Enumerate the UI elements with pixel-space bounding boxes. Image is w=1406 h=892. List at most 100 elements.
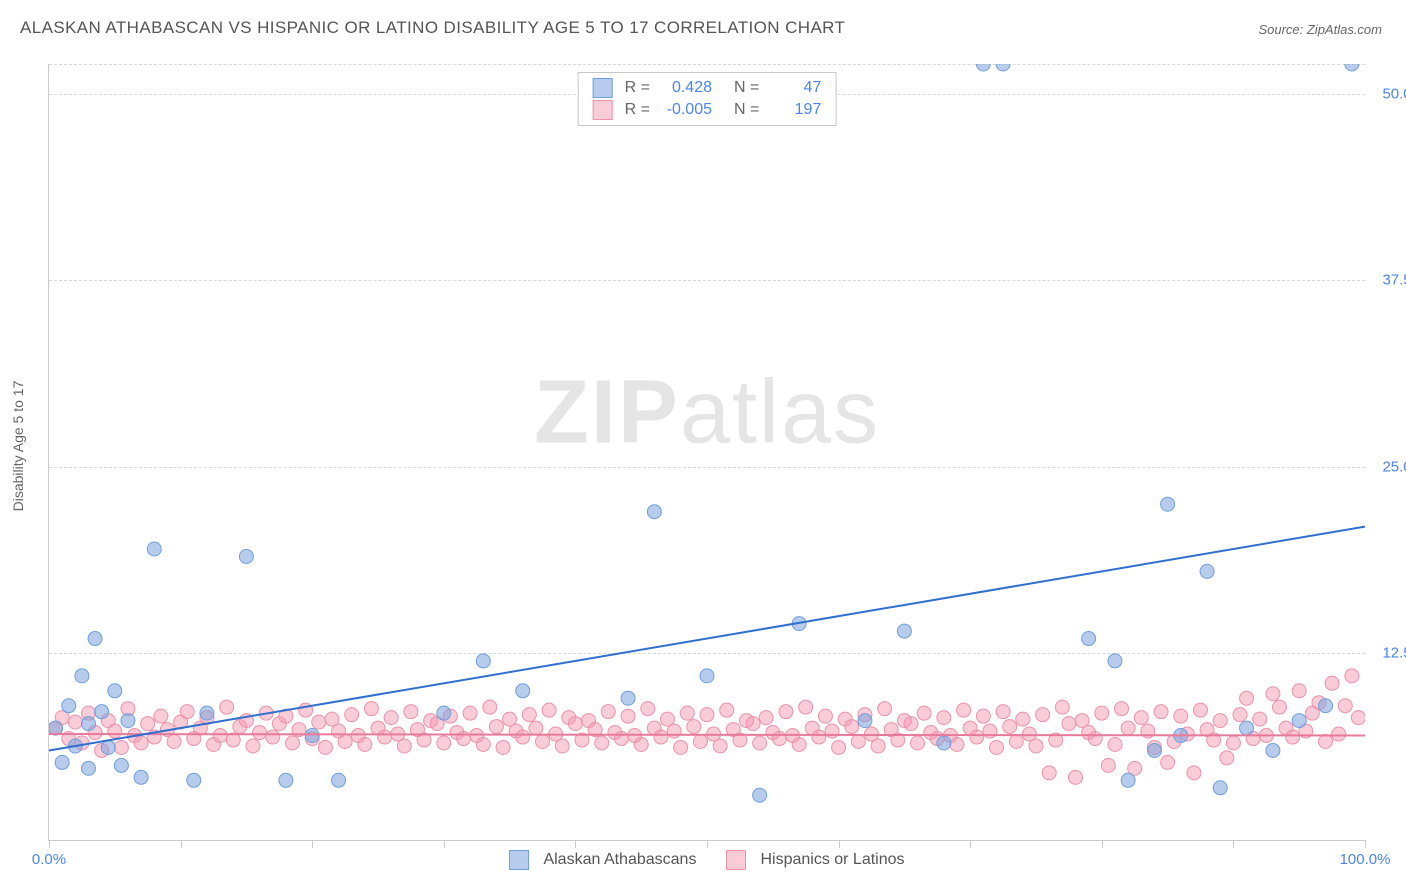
data-point	[154, 709, 168, 723]
data-point	[976, 709, 990, 723]
y-tick-label: 25.0%	[1369, 458, 1406, 475]
data-point	[746, 717, 760, 731]
data-point	[687, 720, 701, 734]
data-point	[1292, 684, 1306, 698]
data-point	[364, 702, 378, 716]
data-point	[279, 773, 293, 787]
data-point	[654, 730, 668, 744]
data-point	[937, 711, 951, 725]
data-point	[358, 737, 372, 751]
data-point	[1240, 691, 1254, 705]
x-tick	[839, 840, 840, 848]
data-point	[1174, 709, 1188, 723]
data-point	[496, 740, 510, 754]
data-point	[680, 706, 694, 720]
data-point	[121, 714, 135, 728]
x-tick-label: 100.0%	[1340, 851, 1391, 868]
correlation-row-0: R = 0.428 N = 47	[593, 77, 822, 99]
data-point	[1240, 721, 1254, 735]
data-point	[996, 64, 1010, 71]
data-point	[555, 739, 569, 753]
x-tick	[181, 840, 182, 848]
correlation-legend: R = 0.428 N = 47 R = -0.005 N = 197	[578, 72, 837, 126]
data-point	[397, 739, 411, 753]
data-point	[1233, 708, 1247, 722]
data-point	[799, 700, 813, 714]
data-point	[81, 717, 95, 731]
data-point	[542, 703, 556, 717]
data-point	[489, 720, 503, 734]
plot-area: ZIPatlas R = 0.428 N = 47 R = -0.005 N =…	[48, 64, 1365, 841]
data-point	[305, 729, 319, 743]
data-point	[950, 737, 964, 751]
data-point	[516, 684, 530, 698]
data-point	[1036, 708, 1050, 722]
data-point	[614, 732, 628, 746]
data-point	[384, 711, 398, 725]
data-point	[147, 542, 161, 556]
data-point	[213, 729, 227, 743]
data-point	[634, 737, 648, 751]
swatch-hispanic	[593, 100, 613, 120]
data-point	[911, 736, 925, 750]
n-label-0: N =	[734, 77, 759, 99]
r-label-0: R =	[625, 77, 650, 99]
data-point	[720, 703, 734, 717]
data-point	[1121, 773, 1135, 787]
data-point	[1266, 687, 1280, 701]
data-point	[476, 737, 490, 751]
legend-item-hispanic: Hispanics or Latinos	[726, 850, 904, 870]
data-point	[832, 740, 846, 754]
data-point	[1292, 714, 1306, 728]
data-point	[200, 706, 214, 720]
data-point	[1253, 712, 1267, 726]
data-point	[1115, 702, 1129, 716]
trend-line	[49, 734, 1365, 735]
y-tick-label: 37.5%	[1369, 272, 1406, 289]
data-point	[49, 721, 63, 735]
data-point	[1095, 706, 1109, 720]
data-point	[338, 735, 352, 749]
data-point	[1068, 770, 1082, 784]
source-label: Source:	[1258, 22, 1306, 37]
data-point	[1147, 743, 1161, 757]
data-point	[75, 669, 89, 683]
data-point	[114, 740, 128, 754]
data-point	[1351, 711, 1365, 725]
data-point	[1266, 743, 1280, 757]
x-tick	[1365, 840, 1366, 848]
data-point	[404, 705, 418, 719]
x-tick	[312, 840, 313, 848]
data-point	[378, 730, 392, 744]
data-point	[595, 736, 609, 750]
data-point	[753, 788, 767, 802]
data-point	[1029, 739, 1043, 753]
data-point	[1161, 755, 1175, 769]
source-attribution: Source: ZipAtlas.com	[1258, 22, 1382, 37]
data-point	[772, 732, 786, 746]
data-point	[1187, 766, 1201, 780]
data-point	[55, 755, 69, 769]
data-point	[463, 706, 477, 720]
chart-title: ALASKAN ATHABASCAN VS HISPANIC OR LATINO…	[20, 18, 845, 38]
data-point	[88, 632, 102, 646]
swatch-alaskan	[593, 78, 613, 98]
data-point	[641, 702, 655, 716]
correlation-row-1: R = -0.005 N = 197	[593, 99, 822, 121]
data-point	[1272, 700, 1286, 714]
data-point	[759, 711, 773, 725]
data-point	[1009, 735, 1023, 749]
data-point	[990, 740, 1004, 754]
data-point	[1319, 735, 1333, 749]
data-point	[1003, 720, 1017, 734]
data-point	[1319, 699, 1333, 713]
data-point	[114, 758, 128, 772]
data-point	[141, 717, 155, 731]
data-point	[285, 736, 299, 750]
data-point	[1154, 705, 1168, 719]
data-point	[779, 705, 793, 719]
data-point	[568, 717, 582, 731]
data-point	[871, 739, 885, 753]
data-point	[753, 736, 767, 750]
data-point	[667, 724, 681, 738]
